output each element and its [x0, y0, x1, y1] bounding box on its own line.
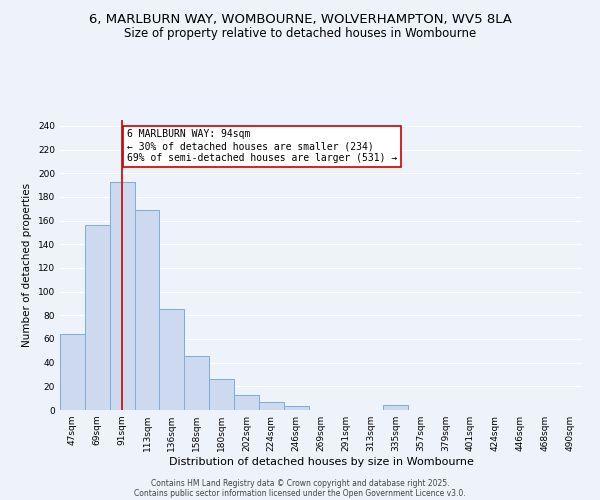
Text: Contains public sector information licensed under the Open Government Licence v3: Contains public sector information licen… — [134, 488, 466, 498]
Bar — [383, 406, 408, 410]
Bar — [160, 310, 184, 410]
Text: Size of property relative to detached houses in Wombourne: Size of property relative to detached ho… — [124, 28, 476, 40]
Bar — [60, 334, 85, 410]
Bar — [85, 226, 110, 410]
Bar — [134, 210, 160, 410]
Bar — [184, 356, 209, 410]
Text: 6, MARLBURN WAY, WOMBOURNE, WOLVERHAMPTON, WV5 8LA: 6, MARLBURN WAY, WOMBOURNE, WOLVERHAMPTO… — [89, 12, 511, 26]
Bar — [209, 379, 234, 410]
Text: 6 MARLBURN WAY: 94sqm
← 30% of detached houses are smaller (234)
69% of semi-det: 6 MARLBURN WAY: 94sqm ← 30% of detached … — [127, 130, 397, 162]
Bar — [234, 394, 259, 410]
Text: Contains HM Land Registry data © Crown copyright and database right 2025.: Contains HM Land Registry data © Crown c… — [151, 478, 449, 488]
Y-axis label: Number of detached properties: Number of detached properties — [22, 183, 32, 347]
Bar — [259, 402, 284, 410]
Bar — [284, 406, 308, 410]
Bar — [110, 182, 134, 410]
X-axis label: Distribution of detached houses by size in Wombourne: Distribution of detached houses by size … — [169, 457, 473, 467]
